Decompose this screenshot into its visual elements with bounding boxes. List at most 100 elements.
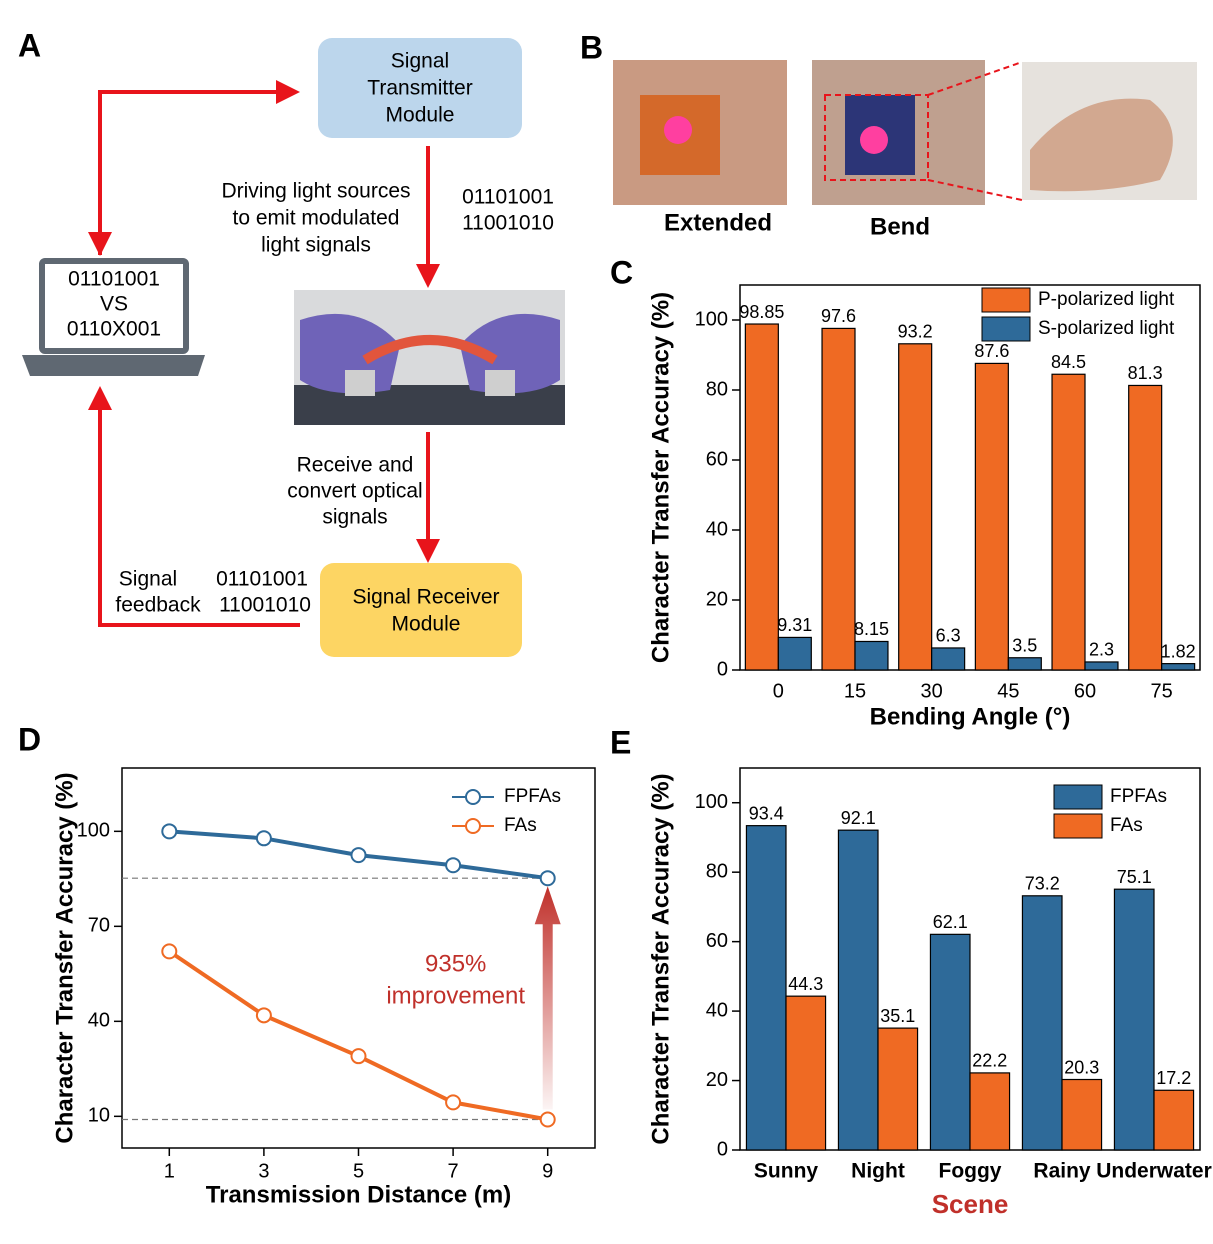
photos: Extended Bend (613, 60, 1197, 240)
legend-swatch (981, 287, 1031, 313)
y-tick-label: 60 (706, 930, 728, 952)
x-tick-label: 7 (448, 1160, 459, 1182)
bar (931, 647, 966, 671)
receiver-box (320, 563, 522, 657)
point (161, 943, 178, 960)
box-text: Signal (391, 50, 449, 73)
x-axis-label: Transmission Distance (m) (206, 1181, 511, 1208)
y-tick-label: 10 (88, 1105, 110, 1127)
value-label: 8.15 (854, 619, 889, 639)
transmitter-box (318, 38, 522, 138)
legend-swatch (1053, 784, 1103, 810)
bar (1007, 657, 1042, 671)
y-tick-label: 80 (706, 860, 728, 882)
legend-label: S-polarized light (1038, 318, 1175, 339)
legend-swatch (465, 818, 481, 834)
value-label: 62.1 (933, 912, 968, 932)
y-tick-label: 40 (706, 999, 728, 1021)
note: Signal (119, 568, 177, 591)
value-label: 97.6 (821, 306, 856, 326)
point (161, 823, 178, 840)
note: to emit modulated (233, 207, 400, 230)
legend-swatch (465, 789, 481, 805)
bar (777, 636, 812, 671)
arrow (98, 80, 300, 255)
point (445, 857, 462, 874)
value-label: 87.6 (974, 341, 1009, 361)
legend-label: P-polarized light (1038, 289, 1175, 310)
value-label: 44.3 (788, 974, 823, 994)
x-axis-label: Bending Angle (°) (870, 703, 1071, 730)
note: light signals (261, 234, 371, 257)
panel-letter: D (18, 721, 41, 757)
bar (974, 362, 1009, 671)
panel-letter: A (18, 27, 41, 63)
bar (929, 933, 971, 1151)
y-tick-label: 20 (706, 588, 728, 610)
value-label: 98.85 (739, 302, 784, 322)
y-tick-label: 80 (706, 378, 728, 400)
y-tick-label: 100 (77, 820, 110, 842)
point (445, 1094, 462, 1111)
value-label: 1.82 (1161, 641, 1196, 661)
value-label: 9.31 (777, 615, 812, 635)
x-tick-label: 30 (921, 680, 943, 702)
bar (1113, 888, 1155, 1151)
x-tick-label: Night (851, 1160, 905, 1183)
y-axis-label: Character Transfer Accuracy (%) (647, 773, 674, 1144)
x-tick-label: 0 (773, 680, 784, 702)
bar (785, 995, 827, 1151)
box-text: Signal Receiver (352, 586, 499, 609)
point (255, 830, 272, 847)
value-label: 84.5 (1051, 352, 1086, 372)
bar (1153, 1089, 1195, 1151)
panel-letter: B (580, 29, 603, 65)
bar (1051, 373, 1086, 671)
y-axis-label: Character Transfer Accuracy (%) (647, 292, 674, 663)
y-tick-label: 100 (695, 791, 728, 813)
laptop (22, 258, 205, 376)
photo-caption: Bend (870, 213, 930, 240)
bar (1021, 895, 1063, 1151)
legend-swatch (981, 316, 1031, 342)
value-label: 22.2 (972, 1051, 1007, 1071)
value-label: 35.1 (880, 1006, 915, 1026)
laptop-text: 0110X001 (67, 318, 161, 341)
bar (877, 1027, 919, 1151)
legend-label: FAs (504, 815, 537, 836)
plot-frame (739, 284, 1201, 671)
value-label: 75.1 (1117, 867, 1152, 887)
code: 01101001 (216, 568, 308, 591)
device-photo (294, 290, 565, 425)
note: convert optical (287, 480, 422, 503)
y-tick-label: 40 (88, 1010, 110, 1032)
x-tick-label: Sunny (754, 1160, 818, 1183)
series-line (168, 949, 549, 1122)
legend-label: FPFAs (504, 786, 561, 807)
x-tick-label: 15 (844, 680, 866, 702)
point (539, 1111, 556, 1128)
laptop-text: 01101001 (68, 268, 160, 291)
x-tick-label: Foggy (939, 1160, 1002, 1183)
y-tick-label: 40 (706, 518, 728, 540)
x-tick-label: 1 (164, 1160, 175, 1182)
legend-label: FPFAs (1110, 786, 1167, 807)
legend-label: FAs (1110, 815, 1143, 836)
y-tick-label: 0 (717, 658, 728, 680)
bar (1084, 661, 1119, 671)
y-axis-label: Character Transfer Accuracy (%) (51, 772, 78, 1143)
x-tick-label: 75 (1151, 680, 1173, 702)
legend-swatch (1053, 813, 1103, 839)
annotation: 935% (425, 950, 486, 977)
x-tick-label: 9 (542, 1160, 553, 1182)
panel-letters: A B C D E (18, 27, 633, 760)
box-text: Module (386, 104, 455, 127)
x-tick-label: Underwater (1096, 1160, 1212, 1183)
box-text: Transmitter (367, 77, 472, 100)
note: feedback (115, 594, 201, 617)
point (539, 870, 556, 887)
y-tick-label: 70 (88, 915, 110, 937)
value-label: 2.3 (1089, 640, 1114, 660)
value-label: 17.2 (1156, 1068, 1191, 1088)
